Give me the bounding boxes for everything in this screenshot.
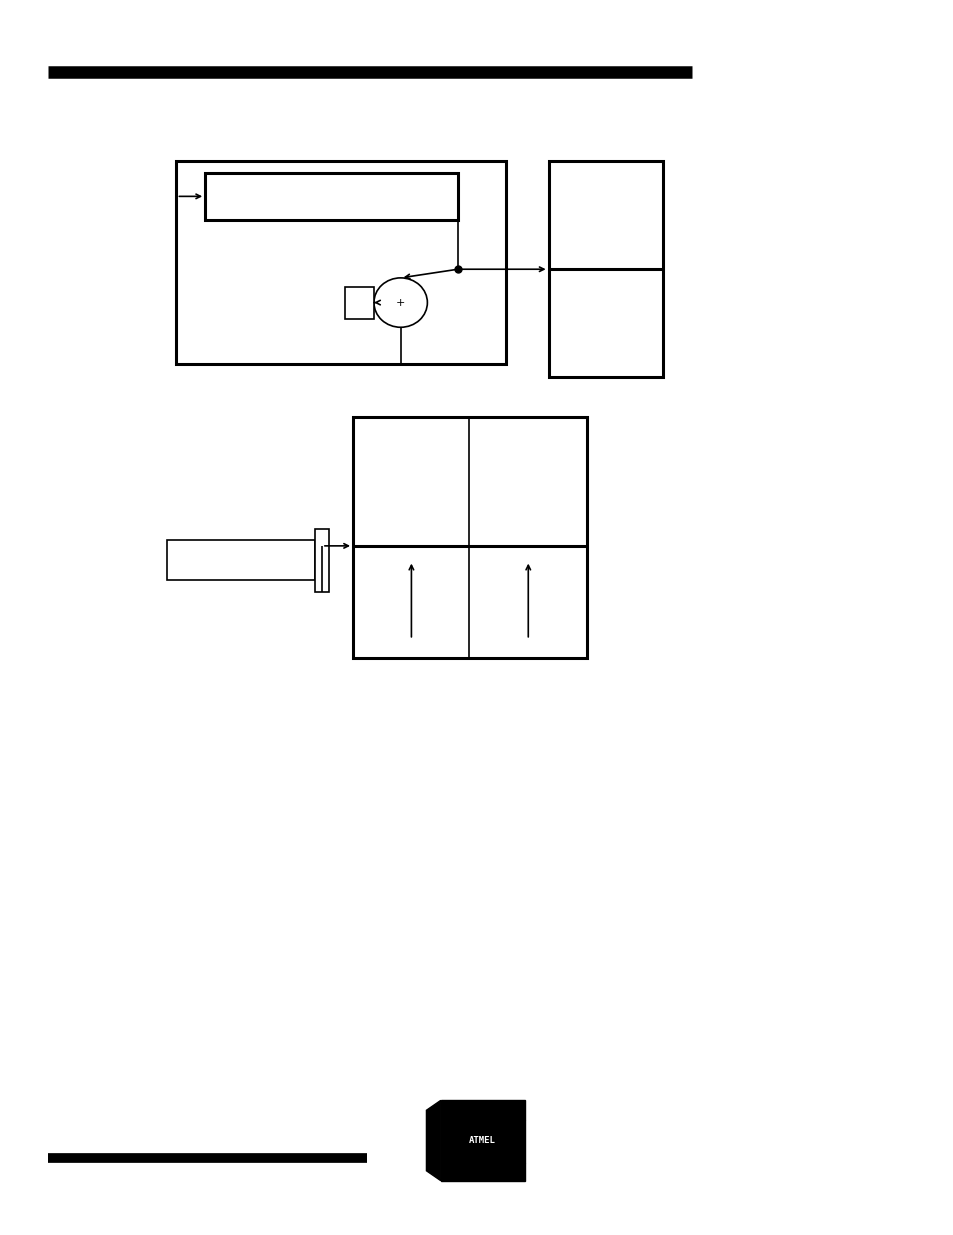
Bar [167, 540, 314, 580]
Bar [345, 287, 374, 319]
Bar [314, 529, 329, 592]
Text: ATMEL: ATMEL [469, 1136, 496, 1145]
Ellipse shape [374, 278, 427, 327]
Bar [353, 417, 586, 658]
Bar [176, 161, 505, 364]
Bar [205, 173, 457, 220]
Bar [548, 161, 662, 377]
Bar [440, 1163, 524, 1181]
Bar [440, 1100, 524, 1120]
Bar [440, 1120, 524, 1163]
Text: +: + [395, 298, 405, 308]
Polygon shape [426, 1100, 440, 1181]
